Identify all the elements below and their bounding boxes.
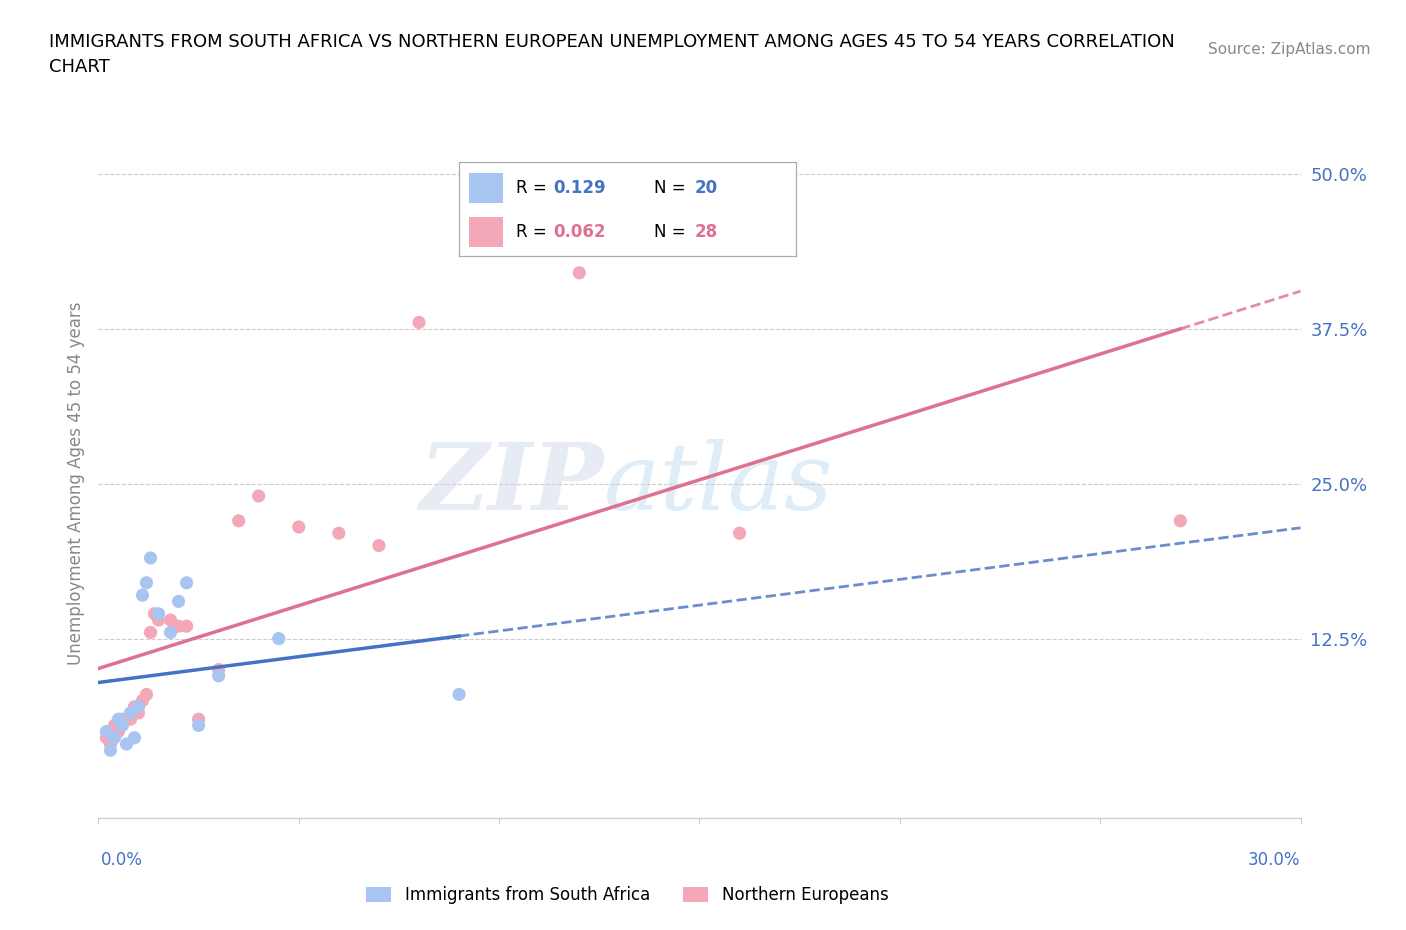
Point	[187, 718, 209, 733]
Point	[288, 520, 311, 535]
Point	[103, 718, 125, 733]
Text: Source: ZipAtlas.com: Source: ZipAtlas.com	[1208, 42, 1371, 57]
Text: IMMIGRANTS FROM SOUTH AFRICA VS NORTHERN EUROPEAN UNEMPLOYMENT AMONG AGES 45 TO : IMMIGRANTS FROM SOUTH AFRICA VS NORTHERN…	[49, 33, 1175, 75]
Point	[115, 711, 138, 726]
Text: 30.0%: 30.0%	[1249, 851, 1301, 870]
Point	[124, 699, 146, 714]
Legend: Immigrants from South Africa, Northern Europeans: Immigrants from South Africa, Northern E…	[360, 879, 896, 910]
Point	[120, 711, 142, 726]
Point	[107, 724, 129, 739]
Point	[143, 606, 166, 621]
Point	[267, 631, 290, 646]
Point	[96, 724, 118, 739]
Point	[228, 513, 250, 528]
Point	[187, 711, 209, 726]
Y-axis label: Unemployment Among Ages 45 to 54 years: Unemployment Among Ages 45 to 54 years	[66, 302, 84, 665]
Point	[159, 613, 181, 628]
Point	[208, 669, 231, 684]
Point	[447, 687, 470, 702]
Point	[128, 706, 150, 721]
Point	[1170, 513, 1192, 528]
Point	[728, 525, 751, 540]
Point	[167, 618, 190, 633]
Point	[167, 594, 190, 609]
Point	[139, 551, 162, 565]
Point	[148, 613, 170, 628]
Point	[148, 606, 170, 621]
Point	[176, 618, 198, 633]
Point	[131, 693, 153, 708]
Point	[135, 687, 157, 702]
Point	[139, 625, 162, 640]
Point	[100, 743, 122, 758]
Text: 0.0%: 0.0%	[101, 851, 143, 870]
Point	[120, 706, 142, 721]
Point	[111, 711, 134, 726]
Point	[176, 576, 198, 591]
Point	[568, 265, 591, 280]
Point	[103, 730, 125, 745]
Point	[124, 730, 146, 745]
Text: ZIP: ZIP	[419, 439, 603, 528]
Point	[115, 737, 138, 751]
Point	[159, 625, 181, 640]
Point	[135, 576, 157, 591]
Point	[368, 538, 391, 553]
Point	[208, 662, 231, 677]
Text: atlas: atlas	[603, 439, 832, 528]
Point	[111, 718, 134, 733]
Point	[247, 488, 270, 503]
Point	[408, 315, 430, 330]
Point	[100, 737, 122, 751]
Point	[131, 588, 153, 603]
Point	[96, 730, 118, 745]
Point	[328, 525, 350, 540]
Point	[107, 711, 129, 726]
Point	[128, 699, 150, 714]
